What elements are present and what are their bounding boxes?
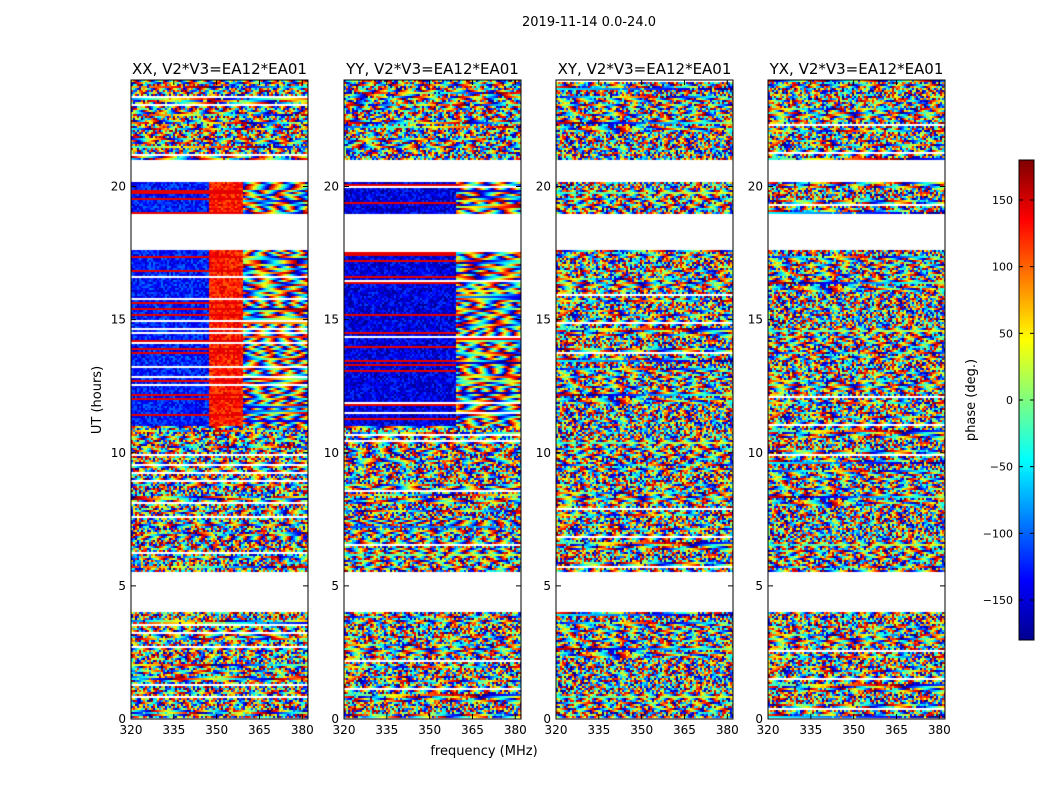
x-tick-label: 350 <box>418 723 441 737</box>
y-tick-label: 20 <box>111 180 126 194</box>
x-tick-label: 335 <box>587 723 610 737</box>
y-tick-label: 10 <box>324 446 339 460</box>
colorbar: −150 −100 −50 0 50 100 150 phase (deg.) <box>964 159 1035 641</box>
x-tick-label: 365 <box>461 723 484 737</box>
panel-frame <box>343 79 522 720</box>
y-tick-label: 0 <box>118 712 126 726</box>
y-tick-label: 20 <box>536 180 551 194</box>
colorbar-tick-label: 0 <box>1006 394 1013 407</box>
y-tick-label: 5 <box>543 579 551 593</box>
panel-title: YY, V2*V3=EA12*EA01 <box>345 60 519 78</box>
panel-title: XY, V2*V3=EA12*EA01 <box>558 60 732 78</box>
colorbar-label: phase (deg.) <box>964 359 979 441</box>
x-tick-label: 380 <box>928 723 951 737</box>
x-tick-label: 350 <box>842 723 865 737</box>
y-tick-label: 15 <box>748 313 763 327</box>
x-tick-label: 365 <box>673 723 696 737</box>
colorbar-tick-label: 150 <box>992 194 1013 207</box>
panel-yy: YY, V2*V3=EA12*EA01 320 335 350 365 380 0 5 10 15… <box>324 60 527 737</box>
y-tick-label: 10 <box>748 446 763 460</box>
x-tick-label: 320 <box>757 723 780 737</box>
x-tick-label: 350 <box>205 723 228 737</box>
y-tick-label: 20 <box>748 180 763 194</box>
x-tick-label: 320 <box>120 723 143 737</box>
heatmap-yy <box>344 80 521 719</box>
x-tick-label: 320 <box>333 723 356 737</box>
y-tick-label: 15 <box>324 313 339 327</box>
panel-title: YX, V2*V3=EA12*EA01 <box>769 60 944 78</box>
panel-frame <box>555 79 734 720</box>
heatmap-xx <box>131 80 308 719</box>
colorbar-tick-label: 50 <box>999 327 1013 340</box>
heatmap-yx <box>768 80 945 719</box>
colorbar-tick-label: −100 <box>983 527 1013 540</box>
y-tick-label: 5 <box>118 579 126 593</box>
x-axis-label: frequency (MHz) <box>430 744 537 759</box>
y-tick-label: 5 <box>755 579 763 593</box>
y-tick-label: 0 <box>331 712 339 726</box>
x-tick-label: 335 <box>375 723 398 737</box>
y-tick-label: 20 <box>324 180 339 194</box>
y-tick-label: 5 <box>331 579 339 593</box>
colorbar-tick-label: −50 <box>990 461 1013 474</box>
panel-xy: XY, V2*V3=EA12*EA01 320 335 350 365 380 0 5 10 15… <box>536 60 739 737</box>
y-tick-label: 10 <box>536 446 551 460</box>
y-tick-label: 10 <box>111 446 126 460</box>
colorbar-tick-label: −150 <box>983 594 1013 607</box>
x-tick-label: 365 <box>885 723 908 737</box>
x-tick-label: 320 <box>545 723 568 737</box>
y-tick-label: 15 <box>536 313 551 327</box>
panel-frame <box>130 79 309 720</box>
panel-frame <box>767 79 946 720</box>
x-tick-label: 350 <box>630 723 653 737</box>
x-tick-label: 365 <box>248 723 271 737</box>
panel-yx: YX, V2*V3=EA12*EA01 320 335 350 365 380 0 5 10 15… <box>748 60 951 737</box>
y-axis-label: UT (hours) <box>90 366 105 434</box>
y-tick-label: 15 <box>111 313 126 327</box>
panel-xx: XX, V2*V3=EA12*EA01 320 335 350 365 380 0 5 10 15… <box>111 60 314 737</box>
x-tick-label: 335 <box>799 723 822 737</box>
figure-suptitle: 2019-11-14 0.0-24.0 <box>522 15 656 30</box>
y-tick-label: 0 <box>755 712 763 726</box>
panel-title: XX, V2*V3=EA12*EA01 <box>132 60 307 78</box>
x-tick-label: 380 <box>504 723 527 737</box>
x-tick-label: 380 <box>291 723 314 737</box>
x-tick-label: 335 <box>162 723 185 737</box>
heatmap-xy <box>556 80 733 719</box>
colorbar-tick-label: 100 <box>992 261 1013 274</box>
x-tick-label: 380 <box>716 723 739 737</box>
y-tick-label: 0 <box>543 712 551 726</box>
